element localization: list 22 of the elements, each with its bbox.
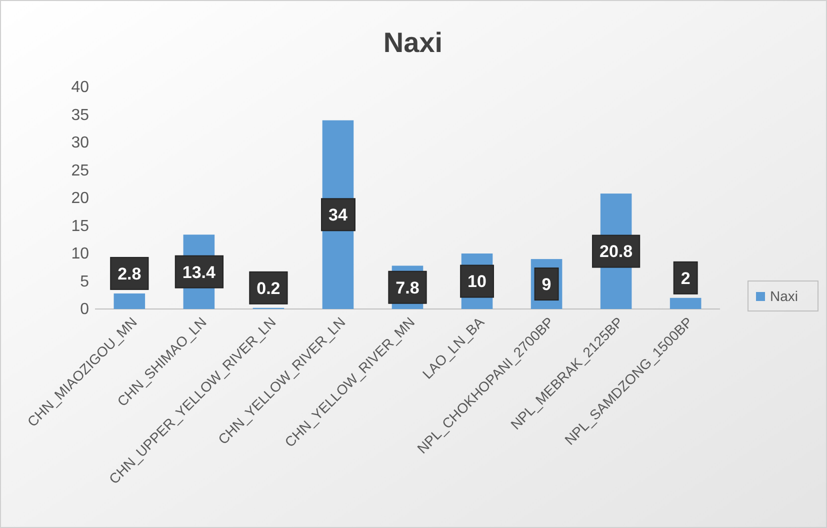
legend-label: Naxi: [770, 288, 798, 304]
data-label: 2: [680, 268, 690, 288]
y-tick-label: 40: [71, 79, 90, 96]
data-label: 0.2: [256, 278, 280, 298]
data-label: 2.8: [118, 264, 142, 284]
y-tick-label: 35: [71, 106, 90, 124]
data-label: 7.8: [396, 278, 420, 298]
bar: [114, 293, 146, 309]
data-label: 20.8: [600, 242, 633, 262]
data-label: 9: [542, 274, 552, 294]
y-tick-label: 20: [71, 190, 90, 208]
y-tick-label: 30: [71, 134, 90, 152]
y-tick-label: 0: [80, 301, 90, 318]
chart-title: Naxi: [383, 27, 443, 58]
data-label: 10: [468, 272, 486, 292]
y-tick-label: 10: [71, 246, 90, 263]
y-tick-label: 5: [80, 273, 90, 290]
y-tick-label: 15: [71, 218, 90, 235]
data-label: 13.4: [182, 262, 216, 282]
data-label: 34: [328, 206, 348, 225]
bar: [670, 298, 702, 309]
y-tick-label: 25: [71, 162, 90, 180]
